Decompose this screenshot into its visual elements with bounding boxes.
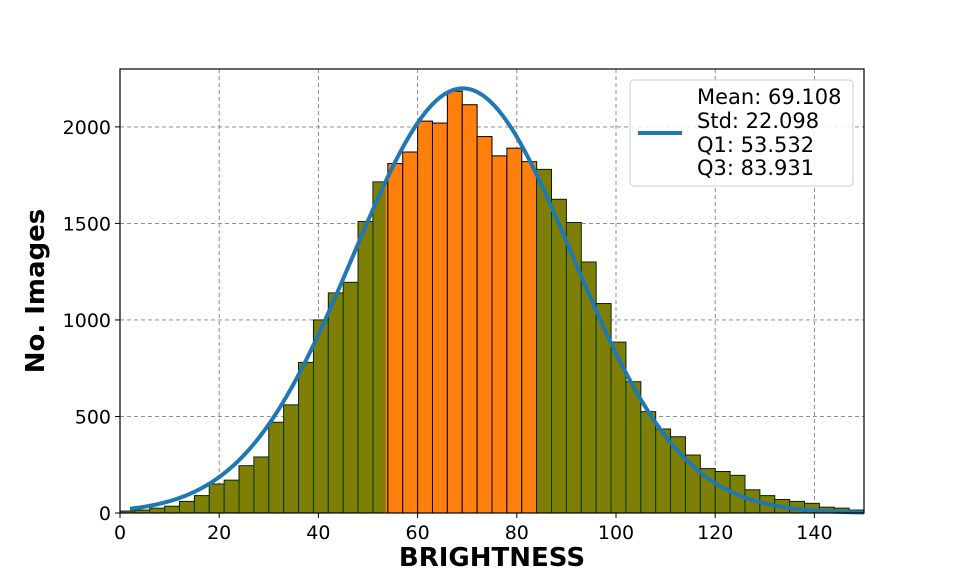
x-tick-label: 40 xyxy=(306,522,330,544)
x-tick-label: 80 xyxy=(505,522,529,544)
legend-box xyxy=(629,79,854,187)
histogram-bar-overlay xyxy=(209,484,225,513)
histogram-bar-overlay xyxy=(625,381,641,513)
histogram-bar-overlay xyxy=(120,511,135,513)
histogram-bar-overlay xyxy=(164,506,180,513)
legend-q3: Q3: 83.931 xyxy=(697,156,814,180)
histogram-bar-overlay xyxy=(194,495,210,513)
y-tick-label: 0 xyxy=(99,503,111,525)
histogram-bar xyxy=(506,147,523,514)
legend-q1: Q1: 53.532 xyxy=(697,133,814,157)
histogram-bar-overlay xyxy=(596,303,612,513)
histogram-bar-overlay xyxy=(268,422,284,513)
histogram-bar xyxy=(446,90,463,514)
histogram-bar-overlay xyxy=(611,342,626,513)
x-axis-ticks: 0 20 40 60 80 100 120 140 xyxy=(114,513,833,544)
histogram-bar-overlay xyxy=(298,362,314,513)
fit-curve-layer xyxy=(129,86,865,515)
legend-mean: Mean: 69.108 xyxy=(697,85,841,109)
histogram-bar xyxy=(476,136,493,514)
x-tick-label: 60 xyxy=(406,522,430,544)
histogram-bar-overlay xyxy=(328,292,344,513)
legend-std: Std: 22.098 xyxy=(697,109,819,133)
y-axis-ticks: 0 500 1000 1500 2000 xyxy=(63,117,120,525)
histogram-bar-overlay xyxy=(655,429,671,513)
histogram-bar xyxy=(491,155,508,514)
histogram-bar xyxy=(431,122,448,514)
y-tick-label: 2000 xyxy=(63,117,111,139)
quartile-overlay xyxy=(120,161,864,514)
y-tick-label: 1500 xyxy=(63,213,111,235)
x-tick-label: 0 xyxy=(114,522,126,544)
histogram-bar-overlay xyxy=(640,411,656,513)
histogram-bar-overlay xyxy=(239,465,254,513)
histogram-bar-overlay xyxy=(149,508,165,513)
histogram-bar-overlay xyxy=(253,457,269,513)
histogram-bar-overlay xyxy=(343,282,359,513)
x-tick-label: 120 xyxy=(697,522,733,544)
histogram-bar-overlay xyxy=(179,501,195,513)
x-tick-label: 100 xyxy=(598,522,634,544)
histogram-bar-overlay xyxy=(313,319,329,513)
histogram-bar-overlay xyxy=(134,510,150,513)
histogram-bar xyxy=(521,161,538,514)
x-tick-label: 20 xyxy=(207,522,231,544)
histogram-bar-overlay xyxy=(804,503,820,513)
histogram-bar xyxy=(417,120,433,514)
histogram-bar-overlay xyxy=(536,169,552,513)
histogram-bar xyxy=(461,104,478,514)
histogram-bar-overlay xyxy=(551,199,567,513)
x-axis-title: BRIGHTNESS xyxy=(399,543,585,573)
fit-curve-line xyxy=(129,86,865,515)
legend: Mean: 69.108 Std: 22.098 Q1: 53.532 Q3: … xyxy=(629,79,854,187)
histogram-bar-overlay xyxy=(581,262,597,513)
y-tick-label: 500 xyxy=(75,406,111,428)
y-axis-title: No. Images xyxy=(21,209,51,374)
x-tick-label: 140 xyxy=(796,522,832,544)
histogram-bar xyxy=(387,163,404,514)
histogram-bar-overlay xyxy=(283,404,299,513)
y-tick-label: 1000 xyxy=(63,310,111,332)
plot-frame xyxy=(119,68,865,514)
histogram-bar-overlay xyxy=(372,181,386,514)
histogram-bar-overlay xyxy=(358,221,373,514)
histogram-bar-overlay xyxy=(566,222,582,514)
histogram-bar-overlay xyxy=(224,480,240,513)
histogram-bar xyxy=(402,151,419,514)
histogram-bar-overlay xyxy=(715,471,731,513)
